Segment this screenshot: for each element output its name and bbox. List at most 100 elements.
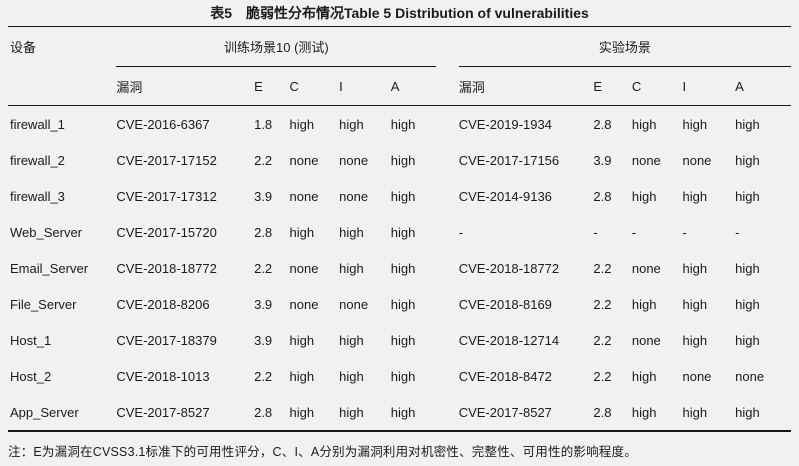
- col-header-e-1: E: [254, 66, 290, 106]
- cell: CVE-2018-1013: [116, 368, 210, 384]
- cell: 2.2: [593, 368, 612, 384]
- cell: high: [390, 332, 416, 348]
- cell: CVE-2018-18772: [458, 260, 560, 276]
- cell: 2.8: [593, 188, 612, 204]
- cell: high: [682, 296, 708, 312]
- cell: none: [289, 296, 319, 312]
- cell: none: [631, 260, 661, 276]
- cell: -: [682, 224, 687, 240]
- device-cell: firewall_2: [10, 152, 65, 168]
- gap-cell: [436, 106, 458, 143]
- cell: none: [631, 152, 661, 168]
- gap-cell: [436, 142, 458, 178]
- group-header-experiment-scenario: 实验场景: [458, 26, 791, 67]
- cell: high: [390, 116, 416, 132]
- cell: high: [631, 394, 683, 432]
- cell: none: [682, 368, 712, 384]
- cell: high: [339, 394, 391, 432]
- gap-cell: [436, 394, 459, 432]
- cell: -: [458, 224, 464, 240]
- cell: 2.2: [254, 368, 273, 384]
- sub-header-row: 漏洞 E C I A 漏洞 E C I A: [8, 66, 791, 106]
- device-cell: File_Server: [10, 296, 77, 312]
- table-body: firewall_1 CVE-2016-6367 1.8 high high h…: [8, 106, 791, 432]
- cell: high: [339, 116, 364, 132]
- cell: high: [390, 188, 416, 204]
- cell: high: [735, 296, 760, 312]
- device-cell: Web_Server: [10, 224, 83, 240]
- cell: 3.9: [593, 152, 612, 168]
- cell: 2.2: [593, 332, 612, 348]
- cell: high: [339, 224, 364, 240]
- device-cell: firewall_1: [10, 116, 65, 132]
- device-cell: firewall_3: [10, 188, 65, 204]
- cell: high: [631, 368, 657, 384]
- cell: high: [339, 368, 364, 384]
- table-footnote: 注：E为漏洞在CVSS3.1标准下的可用性评分，C、I、A分别为漏洞利用对机密性…: [8, 445, 637, 459]
- col-header-vulnerability-1: 漏洞: [116, 66, 255, 106]
- cell: none: [682, 152, 712, 168]
- cell: CVE-2017-17156: [458, 152, 560, 168]
- cell: CVE-2017-17312: [116, 188, 217, 204]
- gap-cell: [436, 250, 458, 286]
- table-row: firewall_2 CVE-2017-17152 2.2 none none …: [8, 142, 791, 178]
- cell: 3.9: [254, 296, 273, 312]
- cell: CVE-2018-8206: [116, 296, 210, 312]
- cell: high: [631, 116, 657, 132]
- cell: high: [390, 368, 416, 384]
- gap-cell: [436, 322, 458, 358]
- cell: high: [735, 188, 760, 204]
- cell: none: [339, 152, 369, 168]
- cell: -: [631, 224, 637, 240]
- cell: CVE-2018-12714: [458, 332, 560, 348]
- cell: CVE-2018-18772: [116, 260, 217, 276]
- cell: CVE-2016-6367: [116, 116, 210, 132]
- gap-cell: [436, 214, 458, 250]
- cell: CVE-2017-15720: [116, 224, 217, 240]
- col-header-i-1: I: [339, 66, 391, 106]
- col-header-a-2: A: [735, 66, 791, 106]
- cell: CVE-2017-8527: [458, 394, 594, 432]
- device-cell: Host_2: [10, 368, 52, 384]
- cell: 2.8: [593, 116, 612, 132]
- cell: none: [289, 188, 319, 204]
- table-row: firewall_1 CVE-2016-6367 1.8 high high h…: [8, 106, 791, 143]
- group-header-training-scenario: 训练场景10 (测试): [116, 26, 437, 67]
- cell: -: [593, 224, 598, 240]
- cell: 2.8: [254, 224, 273, 240]
- gap-cell: [436, 178, 458, 214]
- cell: CVE-2017-17152: [116, 152, 217, 168]
- cell: CVE-2019-1934: [458, 116, 552, 132]
- device-cell: Email_Server: [10, 260, 89, 276]
- table-title: 表5 脆弱性分布情况Table 5 Distribution of vulner…: [210, 5, 589, 21]
- cell: CVE-2017-8527: [116, 394, 255, 432]
- cell: high: [289, 224, 315, 240]
- cell: high: [735, 260, 760, 276]
- vulnerability-table: 设备 训练场景10 (测试) 实验场景 漏洞 E C I A 漏洞 E C I …: [8, 26, 791, 432]
- cell: high: [390, 260, 416, 276]
- cell: 1.8: [254, 116, 273, 132]
- device-cell: App_Server: [8, 394, 117, 432]
- cell: high: [390, 224, 416, 240]
- sub-header-gap: [436, 66, 459, 106]
- cell: 2.2: [254, 260, 273, 276]
- cell: high: [735, 152, 760, 168]
- cell: high: [682, 188, 708, 204]
- table-row: File_Server CVE-2018-8206 3.9 none none …: [8, 286, 791, 322]
- cell: none: [289, 152, 319, 168]
- gap-cell: [436, 358, 458, 394]
- cell: CVE-2018-8169: [458, 296, 552, 312]
- cell: high: [390, 152, 416, 168]
- cell: high: [682, 332, 708, 348]
- table-row: Host_2 CVE-2018-1013 2.2 high high high …: [8, 358, 791, 394]
- col-header-vulnerability-2: 漏洞: [458, 66, 594, 106]
- col-header-e-2: E: [593, 66, 632, 106]
- col-header-i-2: I: [682, 66, 736, 106]
- cell: none: [631, 332, 661, 348]
- col-header-device: 设备: [8, 26, 117, 67]
- cell: none: [735, 368, 765, 384]
- cell: 3.9: [254, 332, 273, 348]
- cell: CVE-2014-9136: [458, 188, 552, 204]
- cell: high: [339, 332, 364, 348]
